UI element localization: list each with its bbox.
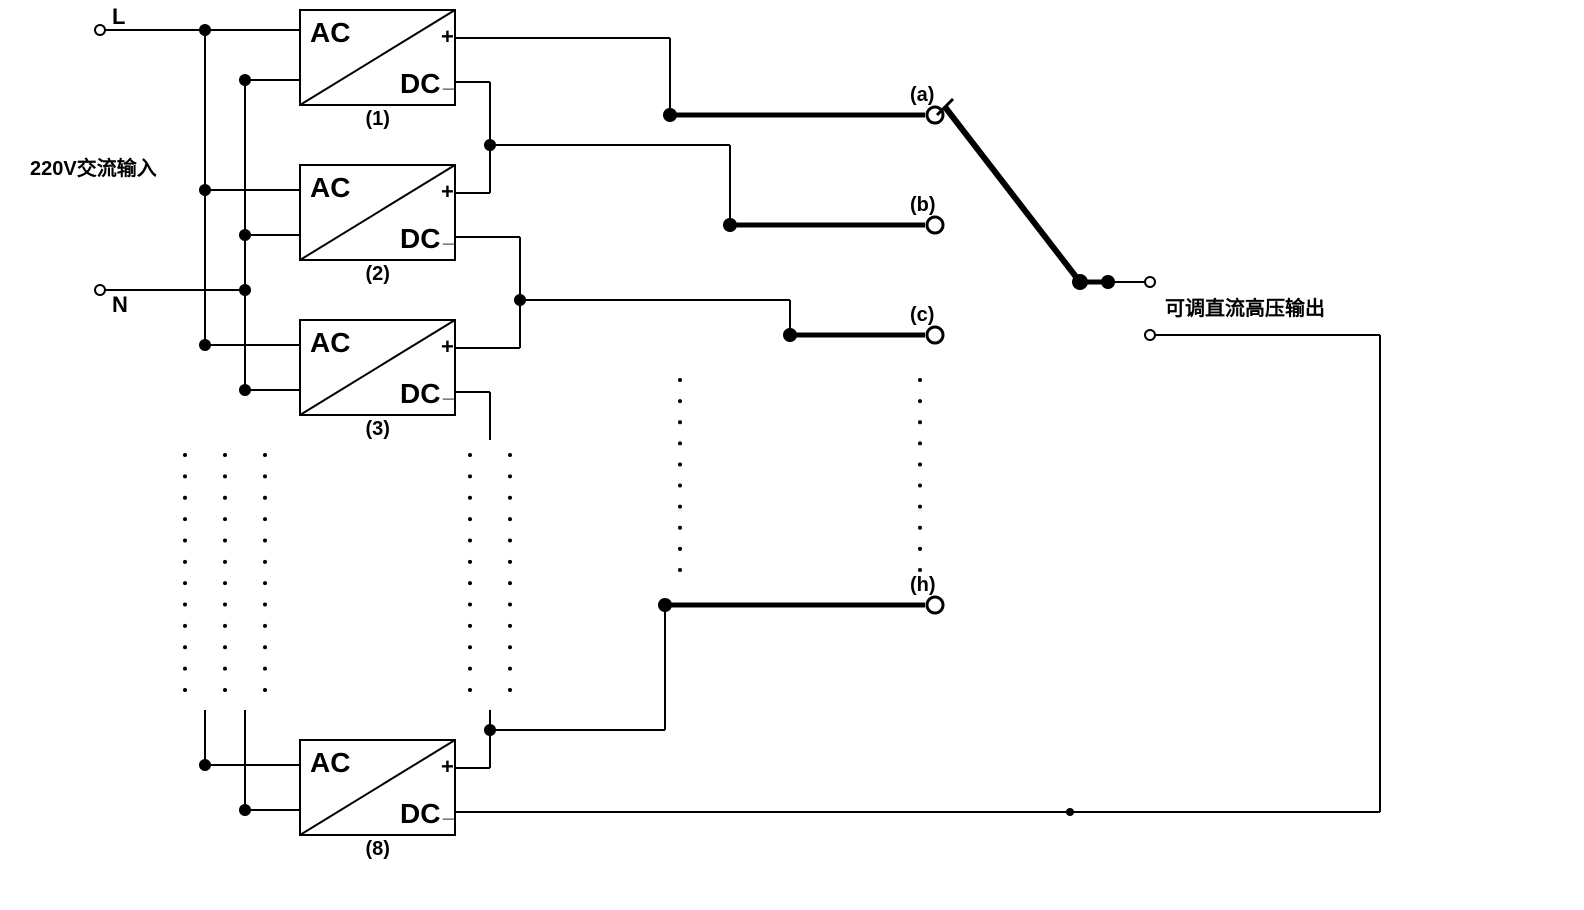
output-terminal-pos — [1145, 277, 1155, 287]
svg-text:+: + — [441, 24, 454, 49]
output-terminal-neg — [1145, 330, 1155, 340]
ac-label: AC — [310, 747, 350, 778]
label-N: N — [112, 292, 128, 317]
ac-label: AC — [310, 327, 350, 358]
dc-label: DC — [400, 798, 440, 829]
svg-text:_: _ — [442, 222, 456, 247]
svg-text:_: _ — [442, 67, 456, 92]
svg-text:_: _ — [442, 797, 456, 822]
switch-label: (b) — [910, 194, 936, 216]
svg-text:+: + — [441, 179, 454, 204]
input-terminal-N — [95, 285, 105, 295]
switch-label: (a) — [910, 84, 934, 106]
switch-label: (c) — [910, 304, 934, 326]
circuit-diagram: ACDC+_(1)ACDC+_(2)ACDC+_(3)ACDC+_(8)LN22… — [0, 0, 1584, 910]
ac-label: AC — [310, 17, 350, 48]
output-description: 可调直流高压输出 — [1165, 296, 1325, 320]
dc-label: DC — [400, 68, 440, 99]
label-L: L — [112, 4, 125, 29]
svg-text:_: _ — [442, 377, 456, 402]
switch-label: (h) — [910, 574, 936, 596]
ac-label: AC — [310, 172, 350, 203]
converter-label: (2) — [366, 263, 390, 285]
dc-label: DC — [400, 378, 440, 409]
svg-text:+: + — [441, 334, 454, 359]
svg-text:+: + — [441, 754, 454, 779]
input-description: 220V交流输入 — [30, 156, 157, 180]
converter-label: (8) — [366, 838, 390, 860]
dc-label: DC — [400, 223, 440, 254]
converter-label: (1) — [366, 108, 390, 130]
input-terminal-L — [95, 25, 105, 35]
converter-label: (3) — [366, 418, 390, 440]
